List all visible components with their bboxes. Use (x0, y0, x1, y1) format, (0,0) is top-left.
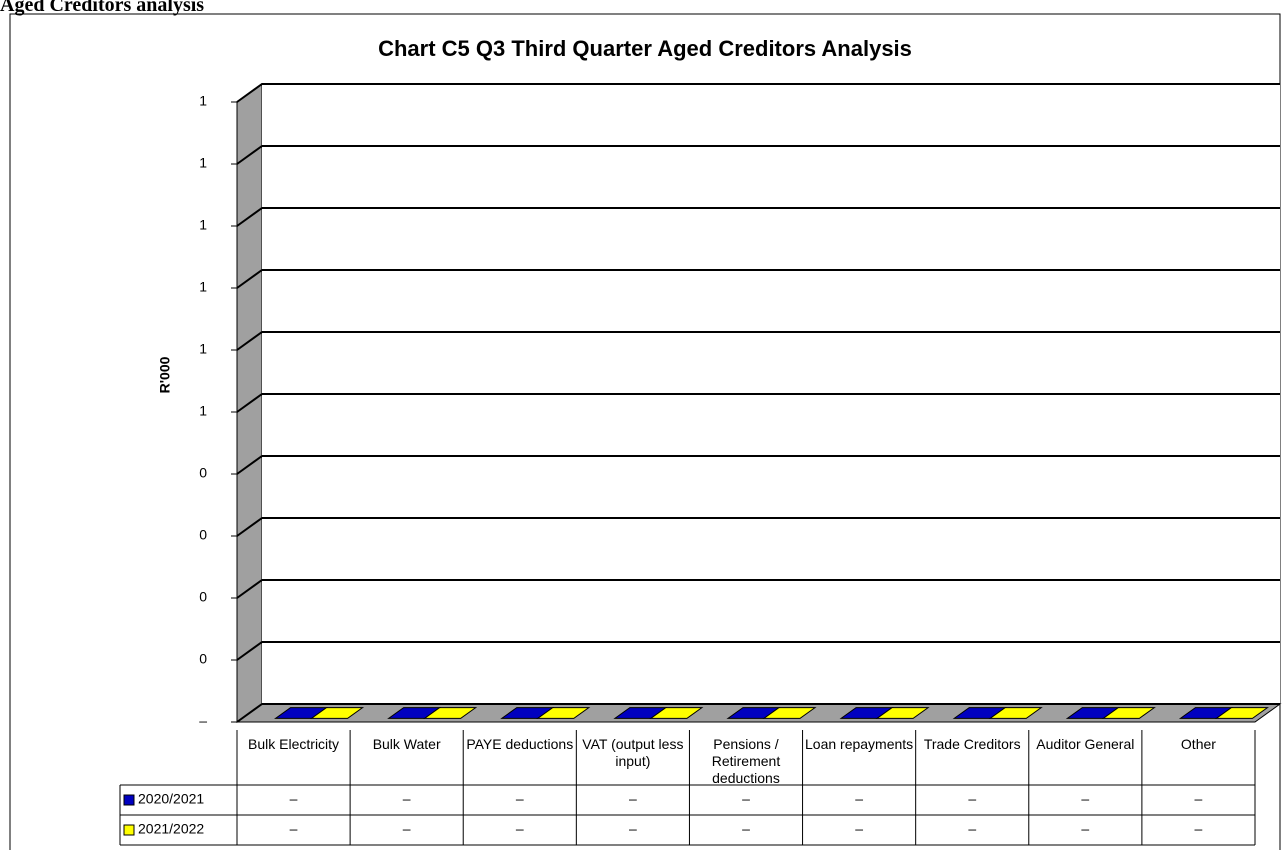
grid-line (236, 641, 1280, 661)
legend-label: 2021/2022 (138, 821, 204, 837)
y-tick-label: 1 (199, 217, 207, 233)
table-value: – (855, 791, 863, 807)
x-tick-label: Pensions / Retirement deductions (711, 736, 781, 786)
legend-label: 2020/2021 (138, 791, 204, 807)
grid-line (236, 579, 1280, 599)
y-axis-label: R'000 (157, 356, 173, 393)
table-value: – (1195, 791, 1203, 807)
bar (649, 707, 704, 719)
table-value: – (1195, 821, 1203, 837)
x-tick-label: VAT (output less input) (582, 736, 684, 769)
table-value: – (1081, 821, 1089, 837)
x-tick-label: Auditor General (1036, 736, 1135, 752)
table-value: – (403, 821, 411, 837)
table-value: – (1081, 791, 1089, 807)
x-tick-label: Other (1180, 736, 1216, 752)
grid-line (236, 331, 1280, 351)
table-value: – (290, 821, 298, 837)
table-value: – (968, 821, 976, 837)
y-tick-label: 1 (199, 279, 207, 295)
table-value: – (742, 791, 750, 807)
chart-title: Chart C5 Q3 Third Quarter Aged Creditors… (378, 36, 912, 61)
grid-line (236, 145, 1280, 165)
legend-key (123, 824, 135, 836)
grid-line (236, 83, 1280, 103)
legend-key (123, 794, 135, 806)
y-tick-label: – (199, 713, 207, 729)
y-tick-label: 0 (199, 465, 207, 481)
bar (536, 707, 591, 719)
table-value: – (968, 791, 976, 807)
y-tick-label: 0 (199, 589, 207, 605)
bar (310, 707, 365, 719)
y-tick-label: 0 (199, 527, 207, 543)
grid-line (236, 455, 1280, 475)
x-tick-label: Bulk Water (372, 736, 441, 752)
y-tick-label: 1 (199, 403, 207, 419)
table-value: – (742, 821, 750, 837)
bar (1101, 707, 1156, 719)
table-value: – (855, 821, 863, 837)
grid-line (236, 207, 1280, 227)
table-value: – (290, 791, 298, 807)
grid-line (236, 269, 1280, 289)
bar (875, 707, 930, 719)
bar (1214, 707, 1269, 719)
table-value: – (629, 821, 637, 837)
x-tick-label: Loan repayments (805, 736, 914, 752)
grid-line (236, 393, 1280, 413)
x-tick-label: Bulk Electricity (248, 736, 340, 752)
y-tick-label: 0 (199, 651, 207, 667)
x-tick-label: Trade Creditors (923, 736, 1021, 752)
bar (423, 707, 478, 719)
grid-line (236, 703, 1280, 723)
y-tick-label: 1 (199, 341, 207, 357)
page-header: Aged Creditors analysis (0, 0, 205, 16)
bar (988, 707, 1043, 719)
table-value: – (516, 821, 524, 837)
x-tick-label: PAYE deductions (466, 736, 574, 752)
table-value: – (629, 791, 637, 807)
y-tick-label: 1 (199, 93, 207, 109)
table-value: – (516, 791, 524, 807)
y-tick-label: 1 (199, 155, 207, 171)
bar (762, 707, 817, 719)
grid-line (236, 517, 1280, 537)
table-value: – (403, 791, 411, 807)
